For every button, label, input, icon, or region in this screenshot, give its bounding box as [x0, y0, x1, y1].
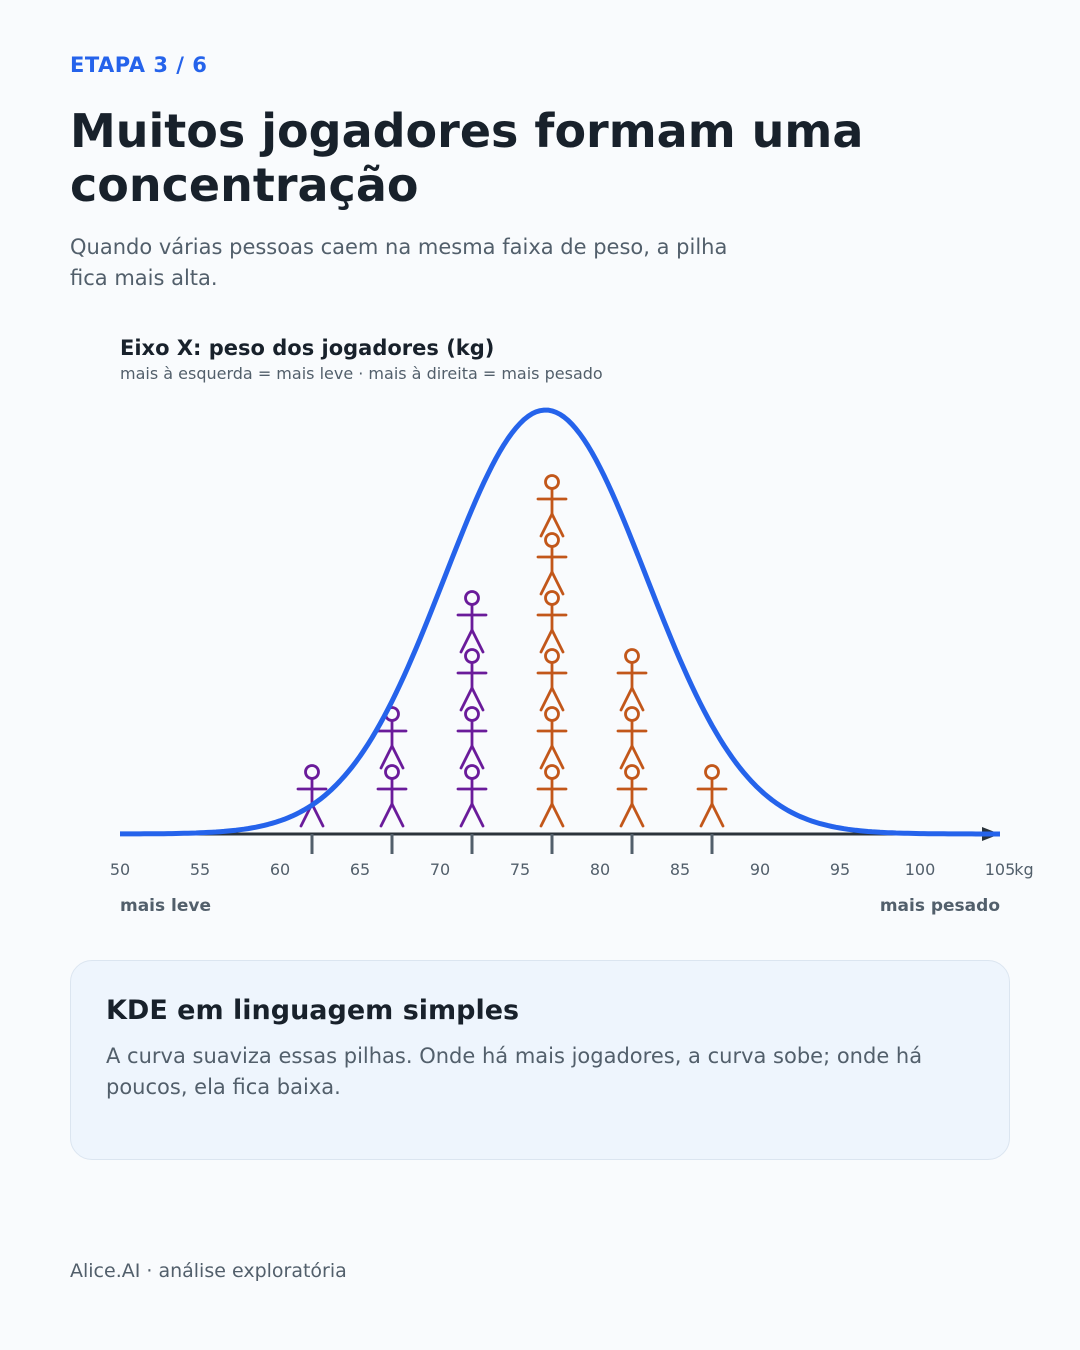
x-tick-label: 105: [985, 860, 1016, 879]
kde-curve: [120, 407, 1000, 837]
info-card-body: A curva suaviza essas pilhas. Onde há ma…: [106, 1044, 923, 1099]
x-tick-label: 50: [110, 860, 130, 879]
step-indicator: ETAPA 3 / 6: [70, 53, 208, 77]
player-figure: [696, 764, 728, 828]
x-tick-label: 85: [670, 860, 690, 879]
player-figure: [616, 648, 648, 712]
plot-area: 50 55 60 65 70 75 80 85 90 95 100 105 kg mais leve mai…: [110, 407, 1034, 916]
player-figure: [456, 764, 488, 828]
x-unit-label: kg: [1014, 860, 1033, 879]
player-figure: [536, 706, 568, 770]
player-figure: [376, 764, 408, 828]
page-title: Muitos jogadores formam uma concentração: [70, 104, 864, 212]
x-tick-label: 90: [750, 860, 770, 879]
player-figure: [616, 706, 648, 770]
player-figure: [616, 764, 648, 828]
lighter-end-label: mais leve: [120, 896, 211, 916]
player-figure: [376, 706, 408, 770]
player-figure: [456, 590, 488, 654]
info-card: KDE em linguagem simples A curva suaviza…: [70, 960, 1010, 1160]
player-figure: [456, 648, 488, 712]
player-figure: [536, 764, 568, 828]
player-figure: [456, 706, 488, 770]
x-tick-label: 65: [350, 860, 370, 879]
axis-subtitle: mais à esquerda = mais leve · mais à dir…: [120, 364, 603, 383]
player-figure: [536, 532, 568, 596]
player-figure: [536, 474, 568, 538]
weight-dot-plot-chart: Eixo X: peso dos jogadores (kg) mais à e…: [110, 336, 1034, 916]
x-tick-label: 100: [905, 860, 936, 879]
x-tick-label: 95: [830, 860, 850, 879]
x-tick-label: 55: [190, 860, 210, 879]
player-figure: [536, 648, 568, 712]
info-card-title: KDE em linguagem simples: [106, 995, 520, 1026]
axis-title: Eixo X: peso dos jogadores (kg): [120, 336, 494, 360]
page-subtitle: Quando várias pessoas caem na mesma faix…: [70, 235, 728, 290]
x-tick-label: 75: [510, 860, 530, 879]
x-tick-label: 60: [270, 860, 290, 879]
x-tick-label: 70: [430, 860, 450, 879]
player-figure: [536, 590, 568, 654]
heavier-end-label: mais pesado: [880, 896, 1000, 916]
footer-credit: Alice.AI · análise exploratória: [70, 1260, 347, 1282]
x-tick-label: 80: [590, 860, 610, 879]
